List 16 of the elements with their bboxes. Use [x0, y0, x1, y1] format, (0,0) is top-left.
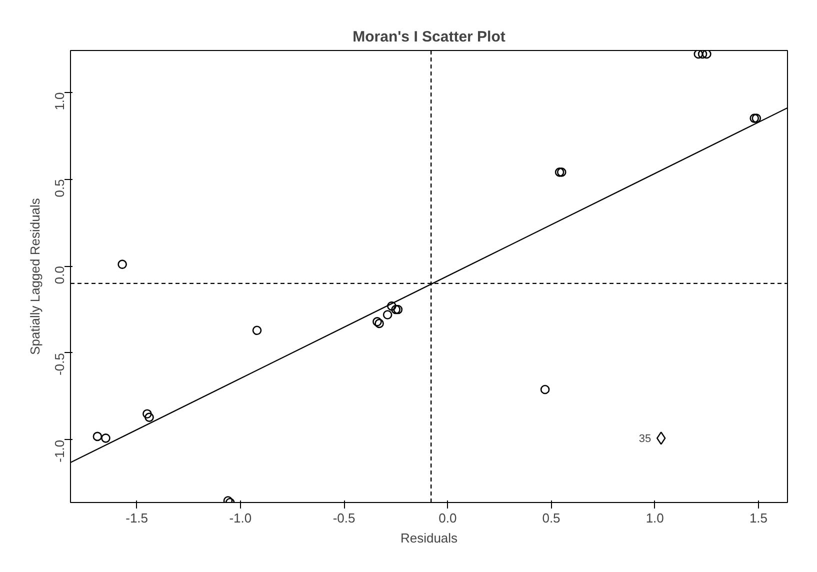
chart-title: Moran's I Scatter Plot: [352, 28, 506, 46]
x-tick-label: 0.5: [542, 510, 560, 526]
y-tick-label: 0.5: [52, 179, 67, 198]
x-tick-label: 1.5: [749, 510, 768, 526]
x-tick-label: -0.5: [332, 510, 356, 526]
y-axis-title: Spatially Lagged Residuals: [28, 198, 42, 355]
annotation: 35: [638, 433, 652, 446]
x-tick-label: -1.5: [126, 510, 148, 526]
y-tick-label: 1.0: [52, 92, 67, 110]
y-tick-label: -0.5: [52, 352, 67, 376]
x-tick-label: -1.0: [229, 510, 252, 526]
x-axis-title: Residuals: [400, 530, 458, 546]
x-tick-label: 0.0: [438, 510, 457, 526]
y-tick-label: -1.0: [52, 440, 67, 462]
x-tick-label: 1.0: [646, 510, 664, 526]
y-tick-label: 0.0: [52, 266, 67, 284]
